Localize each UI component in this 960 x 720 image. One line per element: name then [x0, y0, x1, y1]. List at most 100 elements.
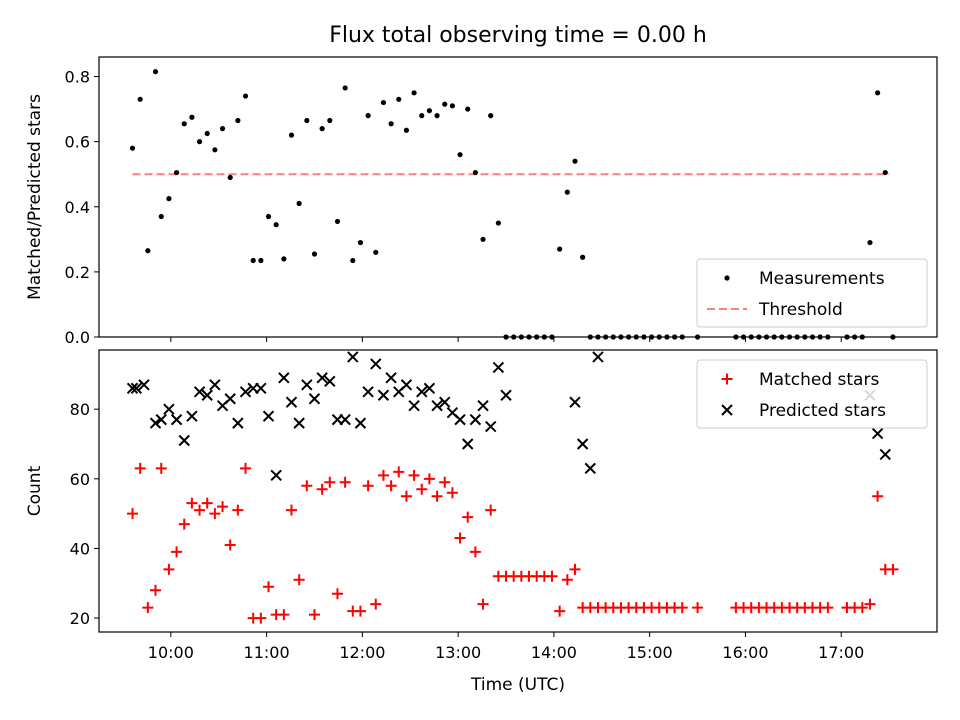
matched-marker [278, 609, 290, 621]
measurement-point [426, 108, 433, 114]
predicted-marker [149, 417, 162, 429]
matched-marker [331, 588, 343, 600]
measurement-point [388, 121, 394, 127]
matched-marker [822, 602, 834, 614]
measurement-point [181, 121, 187, 127]
matched-marker [864, 598, 876, 610]
predicted-marker [408, 399, 420, 412]
measurement-point [472, 169, 478, 176]
measurement-point [357, 239, 364, 246]
matched-marker [561, 574, 573, 586]
matched-marker [134, 462, 146, 474]
matched-marker [469, 546, 481, 558]
predicted-marker [239, 386, 252, 398]
matched-marker [293, 574, 305, 586]
x-tick-label: 14:00 [531, 643, 577, 662]
matched-marker [240, 462, 252, 474]
chart-title: Flux total observing time = 0.00 h [329, 23, 707, 48]
matched-marker [462, 511, 474, 523]
legend-matched-marker [721, 373, 733, 385]
matched-marker [370, 598, 382, 610]
x-tick-label: 11:00 [244, 643, 290, 662]
measurement-point [129, 145, 136, 151]
matched-marker [362, 480, 374, 492]
measurement-point [166, 196, 172, 202]
matched-marker [423, 473, 435, 485]
matched-marker [171, 546, 183, 558]
y-tick-label: 20 [70, 609, 90, 628]
measurement-point [434, 113, 440, 119]
matched-marker [872, 490, 884, 502]
matched-marker [316, 483, 328, 495]
matched-marker [201, 497, 213, 509]
y-tick-label: 0.4 [65, 198, 90, 217]
predicted-marker [584, 462, 597, 475]
matched-marker [446, 487, 458, 499]
matched-marker [186, 497, 198, 509]
predicted-marker [138, 379, 150, 391]
measurement-point [373, 249, 379, 255]
predicted-marker [400, 379, 413, 391]
matched-marker [385, 480, 397, 492]
matched-marker [339, 476, 351, 488]
predicted-marker [301, 379, 313, 391]
matched-marker [887, 563, 899, 575]
matched-marker [546, 570, 558, 582]
predicted-marker [484, 420, 497, 433]
y-tick-label: 80 [70, 400, 90, 419]
measurement-point [235, 117, 241, 124]
legend-label: Predicted stars [759, 401, 886, 421]
predicted-marker [362, 386, 374, 398]
matched-marker [485, 504, 497, 516]
predicted-marker [462, 438, 474, 450]
legend-box [696, 258, 928, 328]
y-tick-label: 0.8 [65, 68, 90, 87]
measurement-point [396, 96, 402, 102]
matched-marker [431, 490, 443, 502]
predicted-marker [385, 372, 397, 384]
matched-marker [856, 602, 868, 614]
matched-marker [286, 504, 298, 516]
legend-measurements-marker [724, 275, 730, 281]
measurement-point [419, 113, 425, 119]
measurement-point [334, 218, 341, 225]
matched-marker [232, 504, 244, 516]
y-tick-label: 0.2 [65, 263, 90, 282]
measurement-point [350, 257, 356, 264]
axes-frame [98, 349, 938, 633]
x-tick-label: 13:00 [435, 643, 481, 662]
predicted-marker [186, 410, 198, 422]
predicted-marker [469, 413, 482, 426]
matched-marker [454, 532, 466, 544]
measurement-point [557, 246, 563, 252]
predicted-marker [278, 372, 290, 384]
matched-marker [477, 598, 489, 610]
measurement-point [319, 126, 325, 132]
matched-marker [178, 518, 190, 530]
legend-label: Measurements [759, 269, 885, 289]
predicted-marker [492, 361, 505, 374]
predicted-marker [592, 351, 604, 363]
predicted-marker [130, 382, 143, 395]
matched-marker [150, 584, 162, 596]
x-tick-label: 15:00 [627, 643, 673, 662]
legend-predicted-marker [721, 404, 733, 416]
x-tick-label: 17:00 [818, 643, 864, 662]
measurement-point [265, 213, 272, 220]
predicted-marker [201, 389, 213, 401]
predicted-marker [879, 448, 891, 461]
predicted-marker [871, 427, 884, 440]
predicted-marker [431, 399, 443, 412]
axes-frame [98, 56, 938, 338]
predicted-marker [155, 413, 167, 426]
matched-marker [194, 504, 206, 516]
matched-marker [324, 476, 336, 488]
measurement-point [304, 117, 310, 124]
measurement-point [867, 239, 873, 246]
y-axis-label: Matched/Predicted stars [25, 94, 45, 300]
measurement-point [250, 257, 256, 264]
predicted-marker [339, 413, 351, 426]
measurement-point [365, 113, 371, 119]
predicted-marker [454, 413, 466, 426]
